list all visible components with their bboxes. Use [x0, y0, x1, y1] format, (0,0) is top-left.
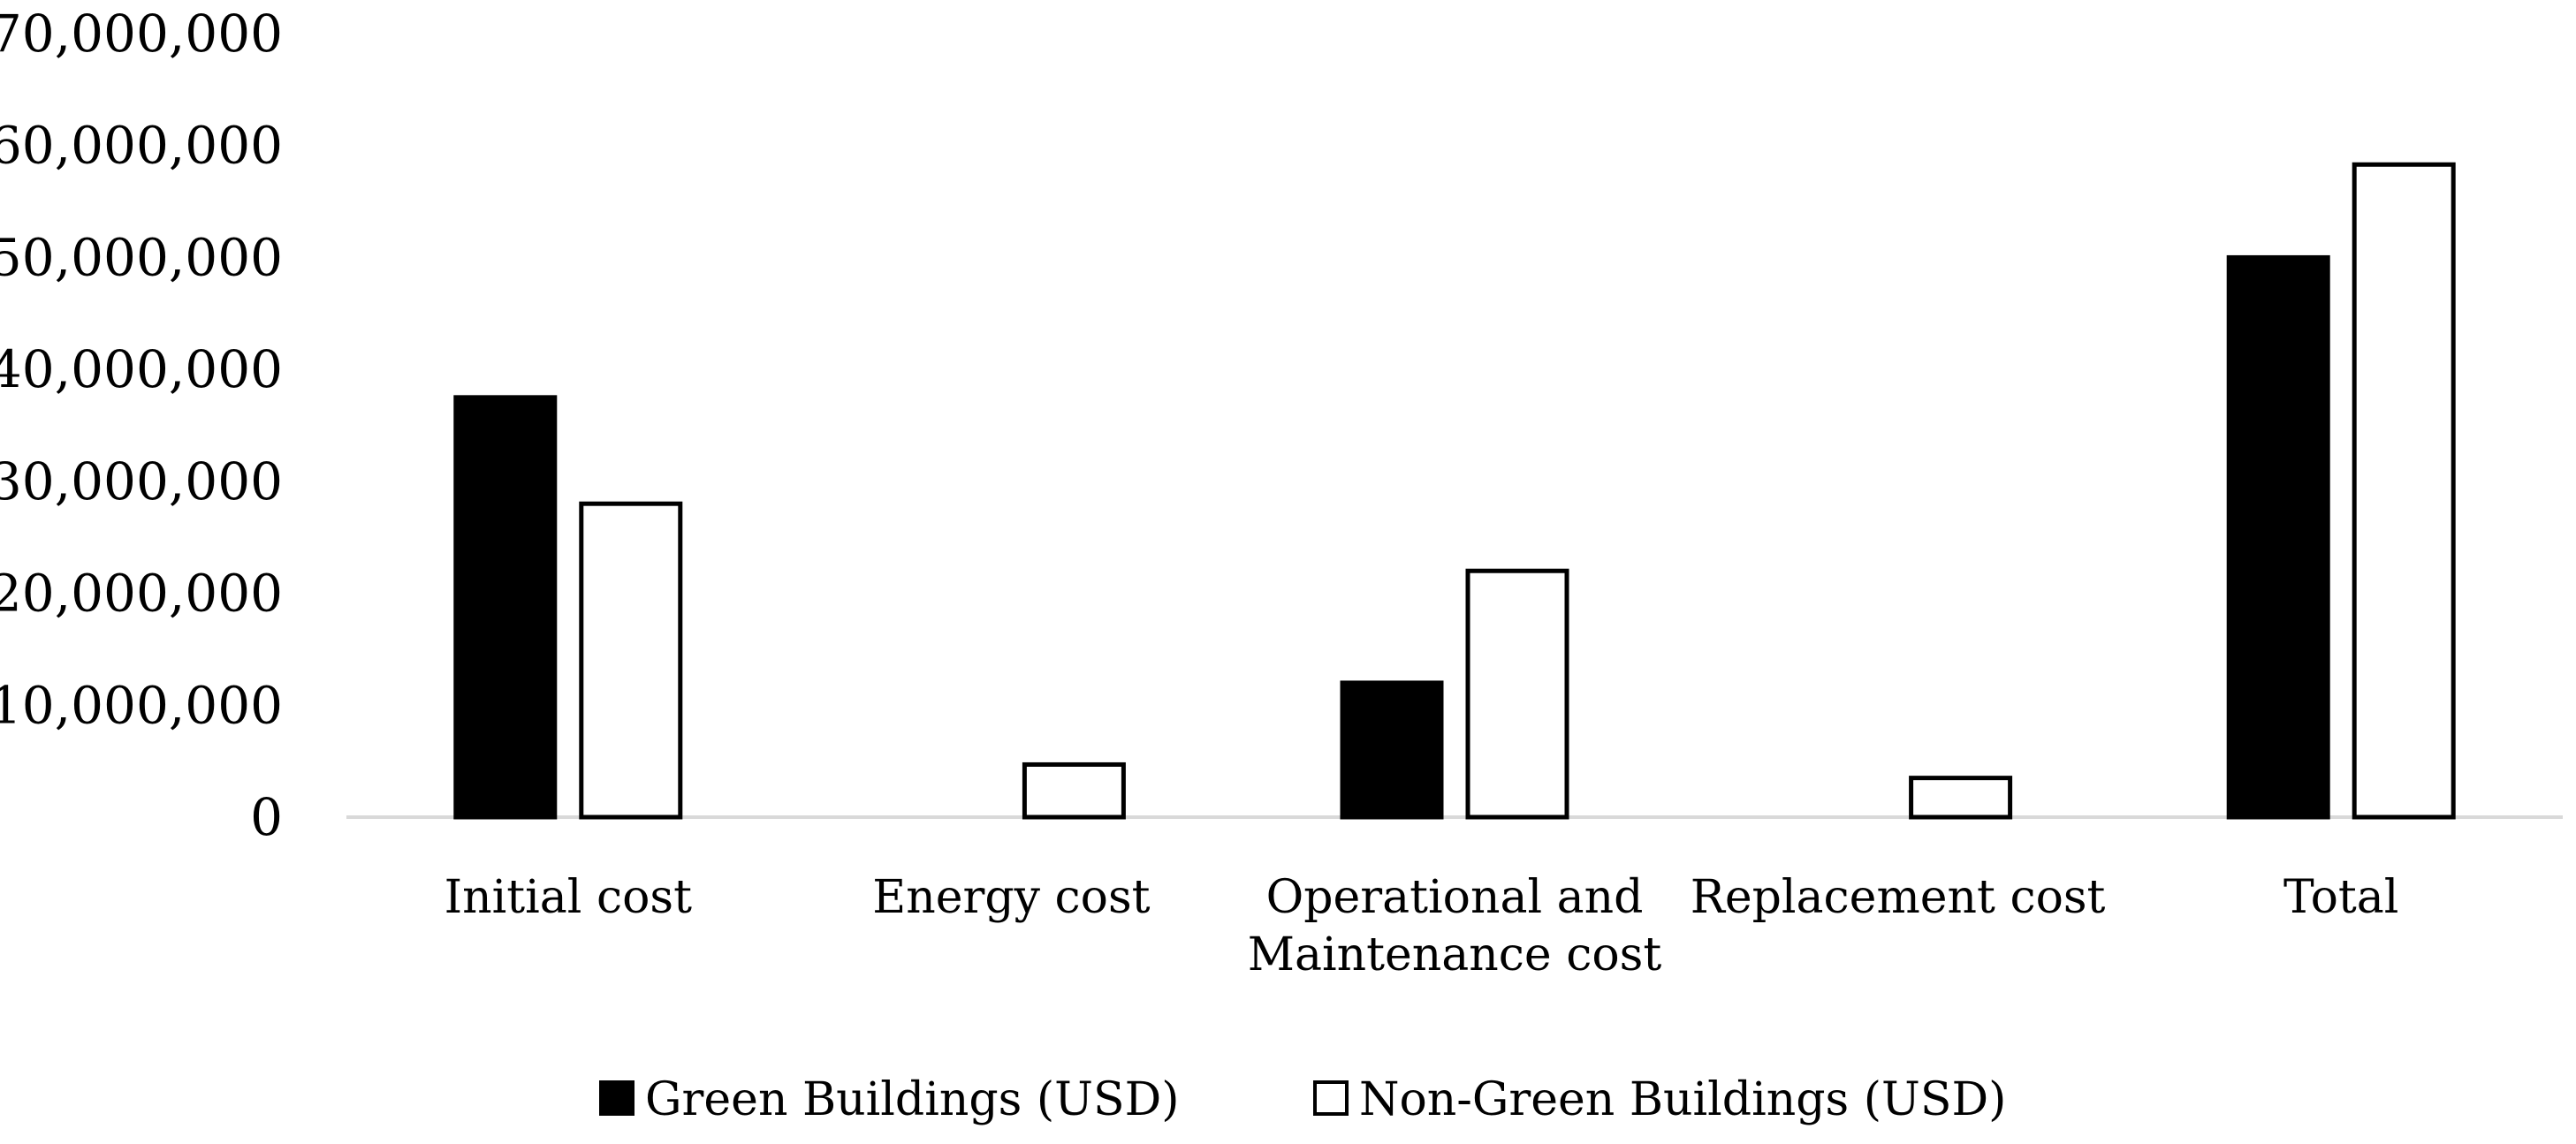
legend-item-non-green-buildings: Non-Green Buildings (USD)	[1313, 1073, 2006, 1126]
legend-label: Non-Green Buildings (USD)	[1359, 1073, 2006, 1126]
bar-non-green-buildings	[1022, 761, 1126, 820]
y-tick-label: 10,000,000	[0, 675, 283, 735]
y-tick-label: 70,000,000	[0, 4, 283, 64]
legend-swatch	[1313, 1080, 1349, 1116]
y-tick-label: 20,000,000	[0, 564, 283, 624]
y-tick-label: 30,000,000	[0, 451, 283, 511]
x-category-label: Operational and Maintenance cost	[1248, 871, 1662, 981]
legend-label: Green Buildings (USD)	[645, 1073, 1180, 1126]
category-labels: Initial cost Energy cost Operational and Ma…	[445, 871, 2399, 981]
bar-non-green-buildings	[2352, 162, 2456, 820]
bars	[453, 162, 2456, 820]
y-tick-label: 50,000,000	[0, 227, 283, 287]
y-tick-label: 40,000,000	[0, 339, 283, 399]
x-category-label: Total	[2283, 871, 2398, 924]
bar-green-buildings	[2226, 254, 2330, 820]
bar-non-green-buildings	[1465, 568, 1569, 820]
bar-non-green-buildings	[1909, 776, 2013, 820]
y-tick-label: 0	[250, 787, 283, 847]
legend-swatch	[599, 1080, 635, 1116]
y-axis-ticks: 0 10,000,000 20,000,000 30,000,000 40,000,00…	[0, 4, 283, 847]
legend: Green Buildings (USD) Non-Green Buildings…	[599, 1073, 2006, 1126]
bar-green-buildings	[453, 395, 558, 820]
y-tick-label: 60,000,000	[0, 116, 283, 176]
x-category-label: Initial cost	[445, 871, 692, 924]
x-category-label: Replacement cost	[1691, 871, 2106, 924]
bar-green-buildings	[1340, 680, 1444, 820]
legend-item-green-buildings: Green Buildings (USD)	[599, 1073, 1180, 1126]
bar-non-green-buildings	[579, 501, 683, 820]
x-category-label: Energy cost	[872, 871, 1150, 924]
